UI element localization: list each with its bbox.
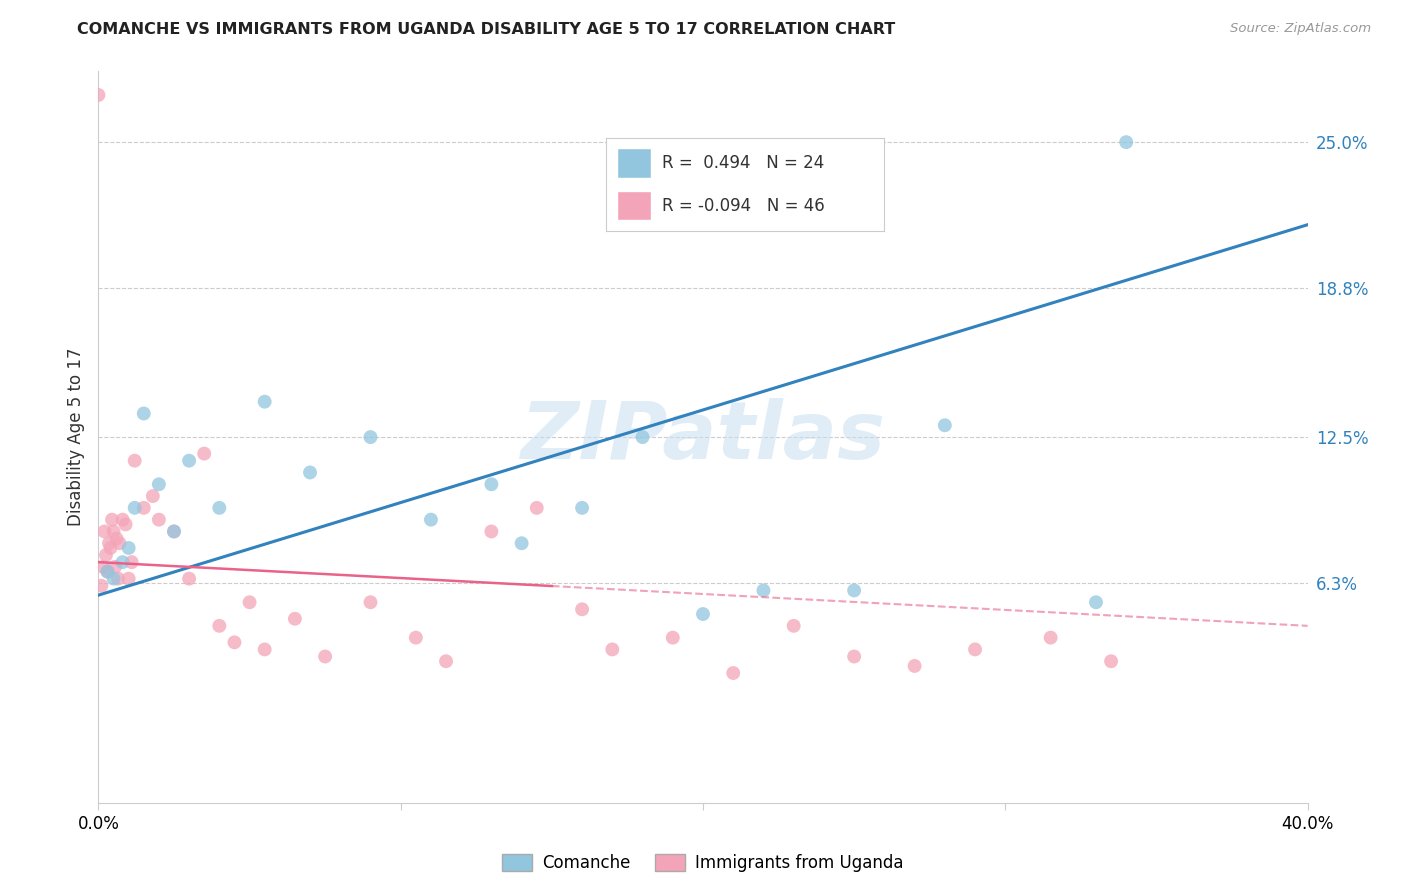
Point bbox=[420, 513, 443, 527]
Point bbox=[844, 583, 866, 598]
Point bbox=[118, 572, 141, 586]
Point bbox=[253, 642, 276, 657]
Point bbox=[405, 631, 427, 645]
Point bbox=[602, 642, 624, 657]
Point bbox=[284, 612, 307, 626]
Point bbox=[124, 500, 146, 515]
Text: ZIPatlas: ZIPatlas bbox=[520, 398, 886, 476]
Point bbox=[965, 642, 987, 657]
Point bbox=[104, 559, 127, 574]
Point bbox=[360, 430, 382, 444]
Point bbox=[1115, 135, 1137, 149]
Point bbox=[142, 489, 165, 503]
Point bbox=[132, 407, 155, 421]
Point bbox=[481, 477, 503, 491]
Point bbox=[692, 607, 714, 621]
Point bbox=[1085, 595, 1108, 609]
Point bbox=[1099, 654, 1122, 668]
Point bbox=[132, 500, 155, 515]
Legend: Comanche, Immigrants from Uganda: Comanche, Immigrants from Uganda bbox=[495, 847, 911, 879]
Point bbox=[118, 541, 141, 555]
Point bbox=[783, 619, 806, 633]
Point bbox=[100, 541, 122, 555]
Text: Source: ZipAtlas.com: Source: ZipAtlas.com bbox=[1230, 22, 1371, 36]
Point bbox=[571, 602, 593, 616]
Point bbox=[91, 559, 114, 574]
Point bbox=[90, 579, 112, 593]
Point bbox=[108, 536, 131, 550]
Point bbox=[103, 572, 125, 586]
Point bbox=[434, 654, 457, 668]
Point bbox=[193, 447, 215, 461]
Point bbox=[661, 631, 683, 645]
Point bbox=[253, 394, 276, 409]
Point bbox=[148, 513, 170, 527]
Text: COMANCHE VS IMMIGRANTS FROM UGANDA DISABILITY AGE 5 TO 17 CORRELATION CHART: COMANCHE VS IMMIGRANTS FROM UGANDA DISAB… bbox=[77, 22, 896, 37]
Point bbox=[114, 517, 136, 532]
Point bbox=[239, 595, 262, 609]
Point bbox=[904, 659, 927, 673]
Point bbox=[314, 649, 336, 664]
Point bbox=[87, 87, 110, 102]
Point bbox=[1039, 631, 1062, 645]
Point bbox=[224, 635, 246, 649]
Point bbox=[208, 619, 231, 633]
Point bbox=[101, 513, 124, 527]
Point bbox=[148, 477, 170, 491]
Point bbox=[103, 524, 125, 539]
Point bbox=[163, 524, 186, 539]
Point bbox=[481, 524, 503, 539]
Point bbox=[179, 572, 201, 586]
Text: R = -0.094   N = 46: R = -0.094 N = 46 bbox=[662, 196, 824, 215]
Point bbox=[299, 466, 322, 480]
Point bbox=[631, 430, 654, 444]
Point bbox=[98, 536, 121, 550]
Point bbox=[526, 500, 548, 515]
Point bbox=[121, 555, 143, 569]
Point bbox=[752, 583, 775, 598]
Point bbox=[844, 649, 866, 664]
Point bbox=[360, 595, 382, 609]
Point bbox=[124, 453, 146, 467]
Y-axis label: Disability Age 5 to 17: Disability Age 5 to 17 bbox=[66, 348, 84, 526]
Point bbox=[571, 500, 593, 515]
Point bbox=[111, 513, 134, 527]
Point bbox=[163, 524, 186, 539]
Point bbox=[96, 565, 118, 579]
Point bbox=[111, 555, 134, 569]
Bar bbox=[617, 191, 651, 220]
Point bbox=[107, 572, 129, 586]
Point bbox=[94, 548, 117, 562]
Text: R =  0.494   N = 24: R = 0.494 N = 24 bbox=[662, 154, 824, 172]
Point bbox=[510, 536, 533, 550]
Point bbox=[96, 565, 118, 579]
Point bbox=[208, 500, 231, 515]
Point bbox=[105, 532, 128, 546]
Point bbox=[93, 524, 115, 539]
Point bbox=[934, 418, 956, 433]
Bar bbox=[617, 148, 651, 178]
Point bbox=[179, 453, 201, 467]
Point bbox=[723, 666, 745, 681]
